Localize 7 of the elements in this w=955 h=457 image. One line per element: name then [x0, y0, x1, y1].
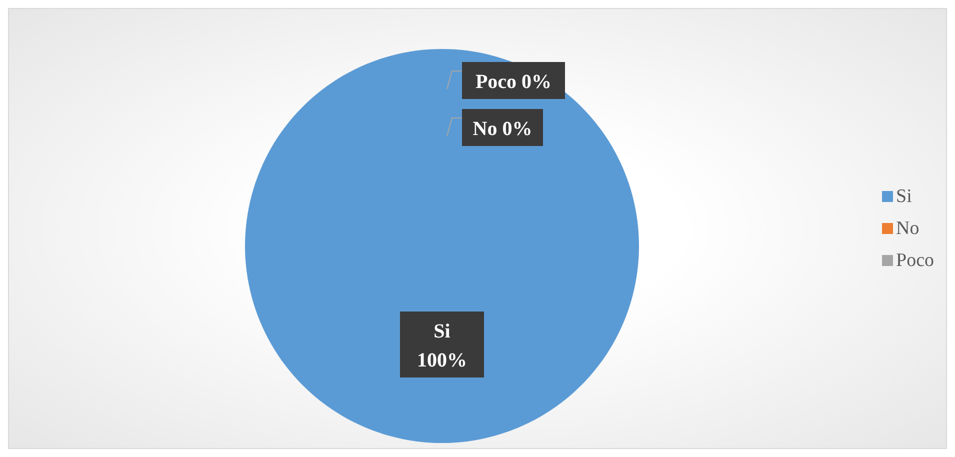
legend-label: Si [896, 184, 912, 208]
category-label: No 0% [472, 118, 532, 140]
data-label: 100% [417, 350, 467, 372]
legend-label: Poco [896, 248, 934, 272]
category-label: Poco 0% [475, 71, 552, 93]
legend-label: No [896, 216, 920, 240]
slice-label: Si [434, 320, 451, 342]
